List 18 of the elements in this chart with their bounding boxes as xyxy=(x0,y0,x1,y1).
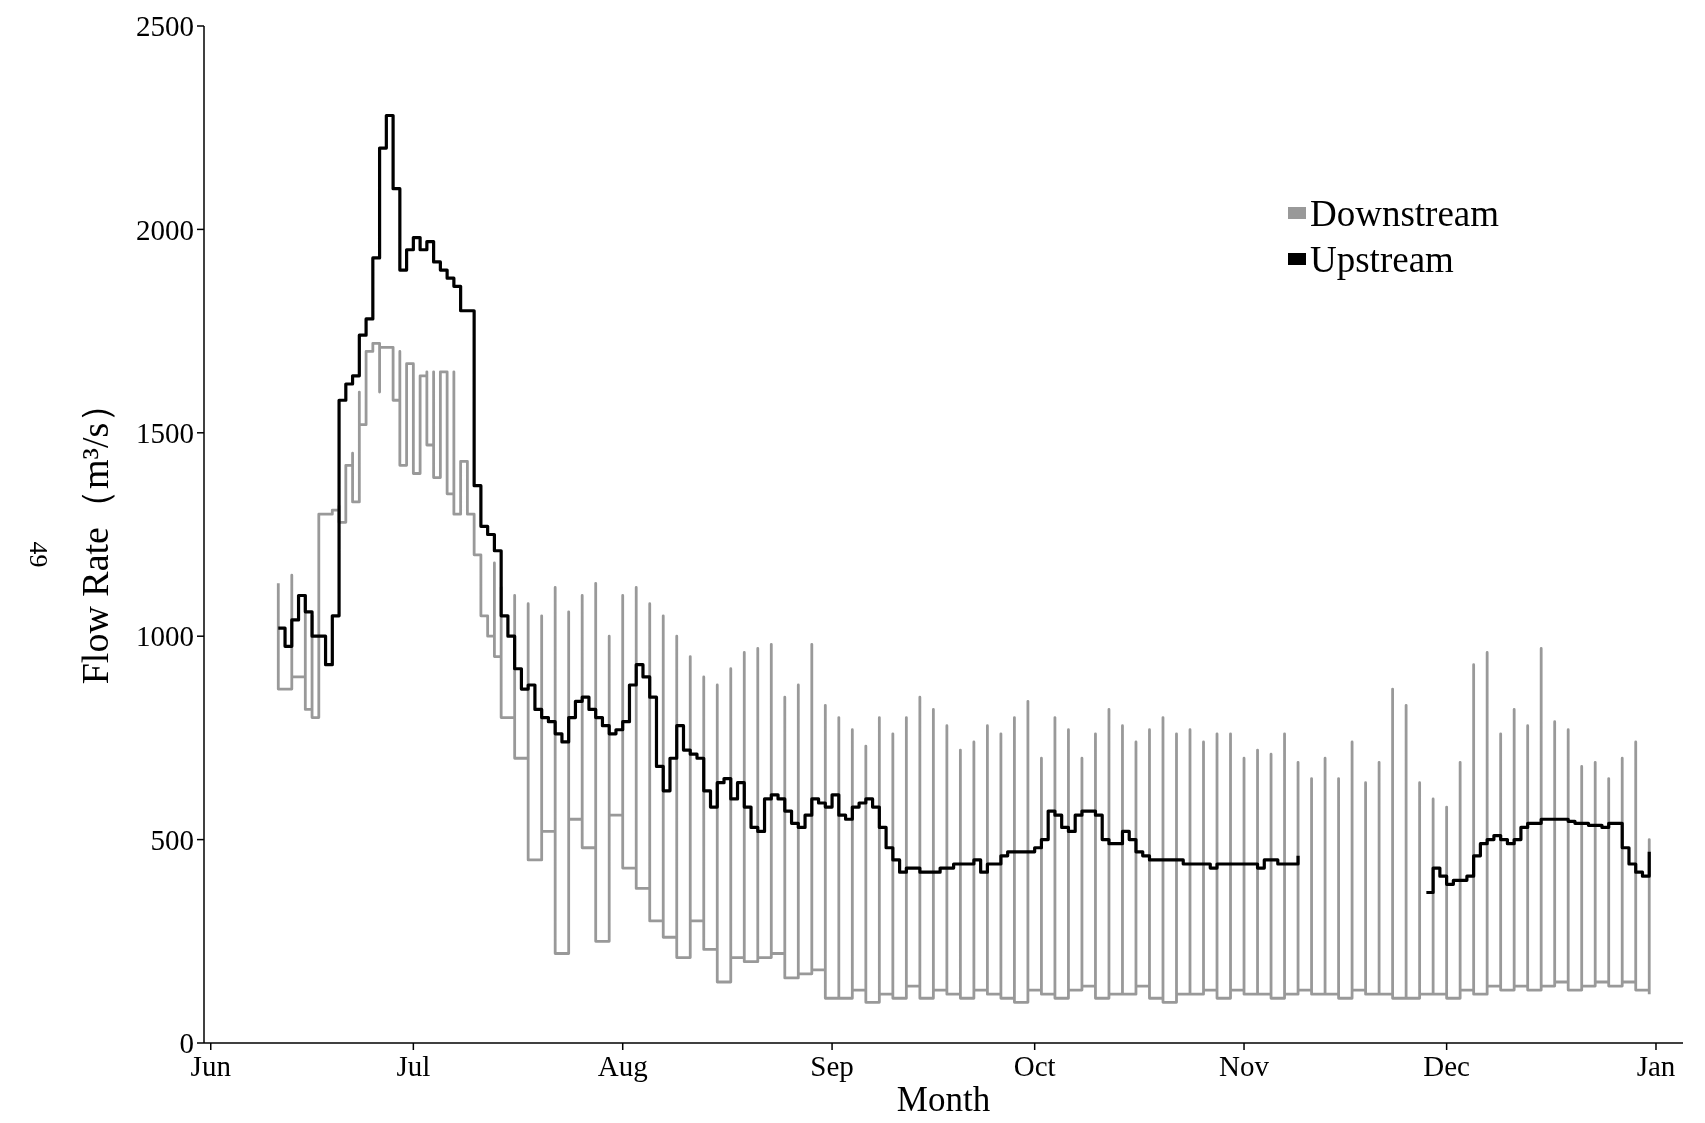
x-tick-label: Nov xyxy=(1219,1050,1270,1082)
y-axis-title: Flow Rate（m³/s） xyxy=(74,384,116,685)
text: 49 xyxy=(24,541,53,568)
y-tick-label: 0 xyxy=(179,1027,194,1060)
x-axis-title: Month xyxy=(896,1080,991,1119)
legend-label: Upstream xyxy=(1310,238,1455,280)
y-tick-label: 1000 xyxy=(136,620,194,653)
x-tick-label: Dec xyxy=(1423,1050,1470,1082)
y-tick-label: 500 xyxy=(150,823,194,856)
x-tick-label: Sep xyxy=(810,1050,854,1082)
x-tick-label: Jan xyxy=(1636,1050,1676,1082)
y-tick-label: 2000 xyxy=(136,213,194,246)
x-tick-label: Oct xyxy=(1013,1050,1056,1082)
x-tick-label: Aug xyxy=(597,1050,648,1082)
x-tick-label: Jul xyxy=(396,1050,431,1082)
y-tick-label: 1500 xyxy=(136,416,194,449)
legend-label: Downstream xyxy=(1310,192,1500,234)
y-tick-label: 2500 xyxy=(136,10,194,43)
